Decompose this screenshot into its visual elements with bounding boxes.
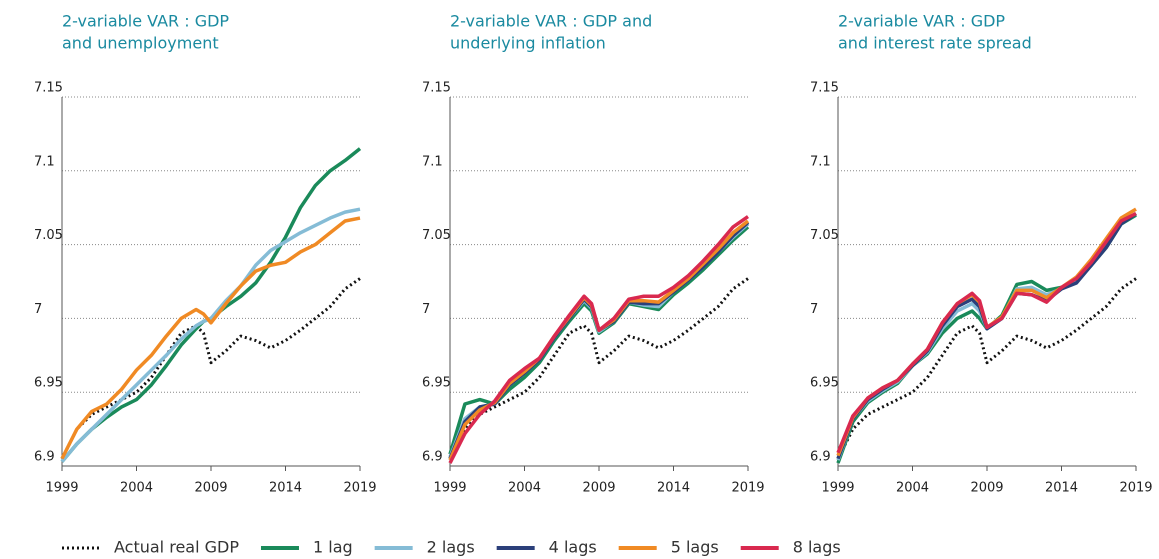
x-tick-label: 2014 [657,481,690,496]
x-tick-label: 1999 [821,481,854,496]
y-tick-label: 7.05 [422,228,451,243]
y-tick-label: 7.05 [810,228,839,243]
y-tick-label: 7.1 [34,154,55,169]
y-tick-label: 7 [810,302,818,317]
y-tick-label: 6.95 [810,376,839,391]
legend-label: 1 lag [313,538,353,557]
series-line [448,215,749,464]
y-tick-label: 7.15 [810,81,839,96]
y-tick-label: 6.95 [422,376,451,391]
y-tick-label: 6.9 [422,450,443,465]
y-tick-label: 6.9 [810,450,831,465]
x-tick-label: 2004 [896,481,929,496]
chart-title: and unemployment [62,34,219,53]
y-tick-label: 7.05 [34,228,63,243]
y-tick-label: 7.1 [810,154,831,169]
y-tick-label: 7.1 [422,154,443,169]
series-line [448,219,750,461]
x-tick-label: 2004 [120,481,153,496]
series-line: 5 lags [60,216,361,460]
chart-title: underlying inflation [450,34,606,53]
x-tick-label: 1999 [433,481,466,496]
series-line: Actual real GDP [836,277,1137,460]
legend-label: Actual real GDP [114,538,239,557]
x-tick-label: 1999 [45,481,78,496]
y-tick-label: 7.15 [34,81,63,96]
legend-label: 4 lags [549,538,597,557]
legend-label: 5 lags [671,538,719,557]
series-line [448,277,749,460]
x-tick-label: 2014 [269,481,302,496]
series-line: 5 lags [836,207,1137,457]
y-tick-label: 7.15 [422,81,451,96]
series-line [448,221,750,460]
y-tick-label: 6.95 [34,376,63,391]
series-line: 4 lags [836,212,1137,460]
series-line: 2 lags [60,207,361,463]
x-tick-label: 2014 [1045,481,1078,496]
chart-title: and interest rate spread [838,34,1032,53]
x-tick-label: 2004 [508,481,541,496]
series-line: 1 lag [836,213,1137,464]
y-tick-label: 6.9 [34,450,55,465]
x-tick-label: 2019 [1119,481,1152,496]
legend-label: 2 lags [427,538,475,557]
series-line: Actual real GDP [60,277,361,460]
x-tick-label: 2009 [970,481,1003,496]
series-line: 2 lags [836,212,1137,461]
x-tick-label: 2019 [731,481,764,496]
legend-label: 8 lags [793,538,841,557]
chart-title: 2-variable VAR : GDP [62,12,229,31]
x-tick-label: 2009 [194,481,227,496]
chart-title: 2-variable VAR : GDP and [450,12,652,31]
chart-title: 2-variable VAR : GDP [838,12,1005,31]
y-tick-label: 7 [34,302,42,317]
y-tick-label: 7 [422,302,430,317]
series-line: 8 lags [836,212,1137,454]
x-tick-label: 2009 [582,481,615,496]
x-tick-label: 2019 [343,481,376,496]
